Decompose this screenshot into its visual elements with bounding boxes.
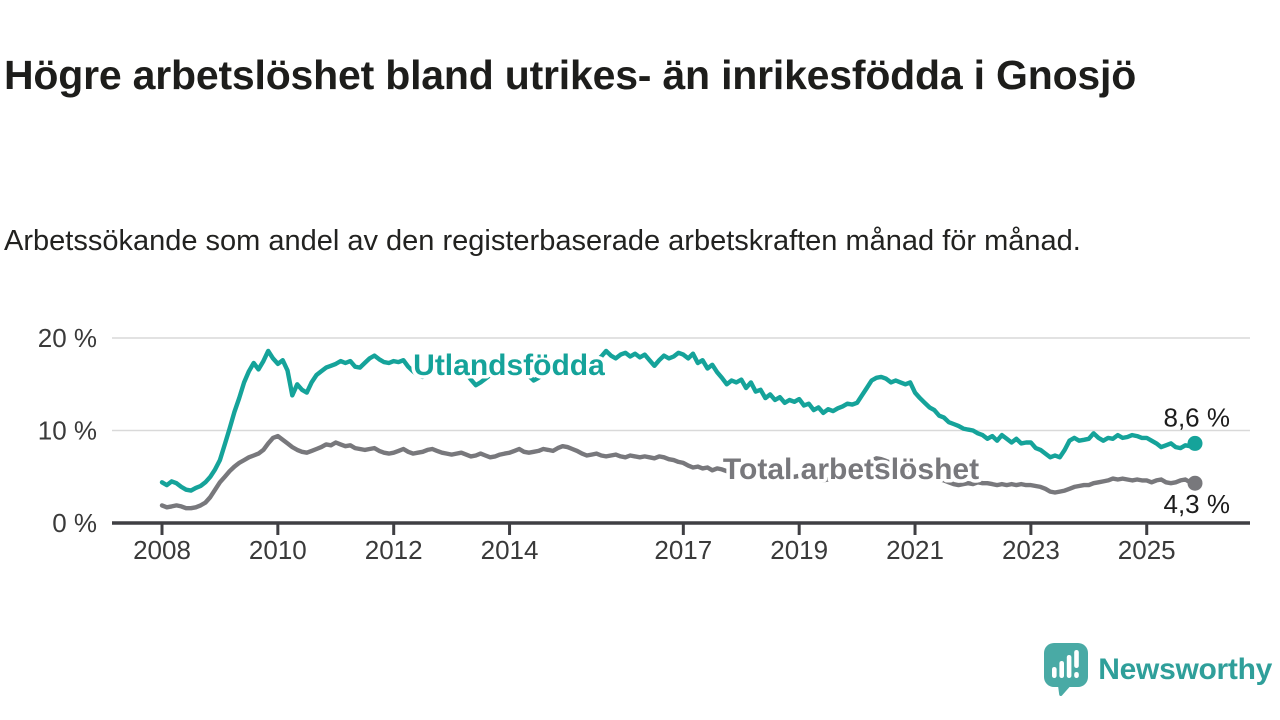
series-label-total-arbetsl-shet: Total arbetslöshet xyxy=(723,453,979,486)
y-axis-label-10: 10 % xyxy=(38,416,97,446)
end-value-label-utlandsf-dda: 8,6 % xyxy=(1163,402,1230,432)
y-axis-label-0: 0 % xyxy=(52,508,97,538)
logo-exclamation-dot xyxy=(1074,672,1080,678)
x-axis-label-2010: 2010 xyxy=(249,535,307,565)
y-axis-label-20: 20 % xyxy=(38,323,97,353)
bar-chart-speech-bubble-icon xyxy=(1044,643,1089,696)
x-axis-label-2014: 2014 xyxy=(481,535,539,565)
x-axis-label-2023: 2023 xyxy=(1002,535,1060,565)
chart-subtitle: Arbetssökande som andel av den registerb… xyxy=(4,225,1081,257)
x-axis-label-2019: 2019 xyxy=(770,535,828,565)
series-label-utlandsf-dda: Utlandsfödda xyxy=(413,349,605,382)
series-line-utlandsf-dda xyxy=(159,348,1198,493)
x-axis-label-2008: 2008 xyxy=(133,535,191,565)
series-line-total-arbetsl-shet xyxy=(159,433,1198,511)
brand-name: Newsworthy xyxy=(1098,652,1272,686)
newsworthy-logo: Newsworthy xyxy=(1044,643,1272,696)
logo-bar-large xyxy=(1067,655,1072,678)
series-end-dot-utlandsf-dda xyxy=(1187,435,1203,451)
logo-exclamation-stroke xyxy=(1074,650,1080,668)
page-title: Högre arbetslöshet bland utrikes- än inr… xyxy=(4,52,1137,99)
logo-bar-medium xyxy=(1059,661,1065,678)
x-axis-label-2025: 2025 xyxy=(1118,535,1176,565)
end-value-label-total-arbetsl-shet: 4,3 % xyxy=(1163,489,1230,519)
x-axis-label-2012: 2012 xyxy=(365,535,423,565)
x-axis-label-2017: 2017 xyxy=(654,535,712,565)
x-axis-label-2021: 2021 xyxy=(886,535,944,565)
speech-bubble-shape xyxy=(1044,643,1089,696)
series-end-dot-total-arbetsl-shet xyxy=(1187,475,1203,491)
logo-bar-small xyxy=(1052,667,1057,678)
